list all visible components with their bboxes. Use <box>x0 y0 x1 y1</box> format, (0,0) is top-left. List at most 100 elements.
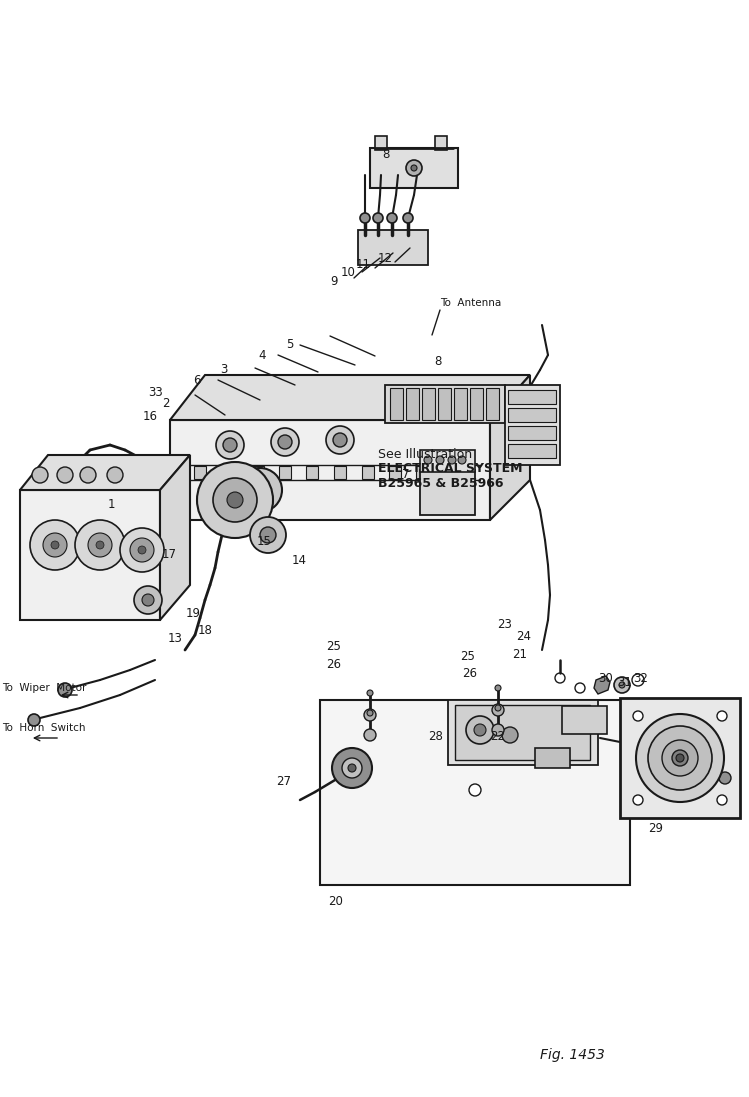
Text: 9: 9 <box>330 275 338 289</box>
Text: 26: 26 <box>462 667 477 680</box>
Bar <box>390 388 403 420</box>
Text: 6: 6 <box>193 374 201 387</box>
Circle shape <box>469 784 481 796</box>
Circle shape <box>717 711 727 721</box>
Polygon shape <box>170 420 490 520</box>
Circle shape <box>474 724 486 736</box>
Circle shape <box>28 714 40 726</box>
Circle shape <box>466 716 494 744</box>
Bar <box>375 136 387 150</box>
Circle shape <box>134 586 162 614</box>
Polygon shape <box>170 375 530 420</box>
Circle shape <box>342 758 362 778</box>
Text: 5: 5 <box>286 338 294 351</box>
Text: 25: 25 <box>326 640 341 653</box>
Circle shape <box>107 467 123 483</box>
Text: 33: 33 <box>148 386 163 399</box>
Bar <box>252 466 264 479</box>
Circle shape <box>676 754 684 762</box>
Circle shape <box>633 711 643 721</box>
Bar <box>334 466 346 479</box>
Text: 4: 4 <box>258 349 265 362</box>
Bar <box>448 700 598 765</box>
Circle shape <box>619 682 625 688</box>
Bar <box>454 388 467 420</box>
Circle shape <box>213 478 257 522</box>
Circle shape <box>662 740 698 776</box>
Polygon shape <box>490 375 530 520</box>
Circle shape <box>348 764 356 772</box>
Bar <box>508 391 556 404</box>
Circle shape <box>30 520 80 570</box>
Circle shape <box>364 709 376 721</box>
Bar <box>224 466 236 479</box>
Text: 31: 31 <box>617 676 632 689</box>
Text: B25965 & B25966: B25965 & B25966 <box>378 477 503 490</box>
Text: 22: 22 <box>490 730 505 743</box>
Circle shape <box>271 428 299 456</box>
Text: To  Horn  Switch: To Horn Switch <box>2 723 85 733</box>
Bar <box>444 466 456 479</box>
Bar <box>279 466 291 479</box>
Circle shape <box>88 533 112 557</box>
Text: 8: 8 <box>382 148 389 161</box>
Circle shape <box>333 433 347 446</box>
Circle shape <box>197 462 273 538</box>
Bar <box>358 230 428 265</box>
Circle shape <box>672 750 688 766</box>
Circle shape <box>387 213 397 223</box>
Bar <box>562 706 607 734</box>
Circle shape <box>636 714 724 802</box>
Bar <box>389 466 401 479</box>
Bar <box>508 426 556 440</box>
Bar <box>420 470 475 514</box>
Circle shape <box>367 710 373 716</box>
Circle shape <box>260 527 276 543</box>
Circle shape <box>719 772 731 784</box>
Circle shape <box>648 726 712 790</box>
Text: 3: 3 <box>220 363 228 376</box>
Circle shape <box>448 456 456 464</box>
Polygon shape <box>160 455 190 620</box>
Bar <box>438 388 451 420</box>
Circle shape <box>32 467 48 483</box>
Circle shape <box>57 467 73 483</box>
Circle shape <box>424 456 432 464</box>
Circle shape <box>717 795 727 805</box>
Text: 29: 29 <box>648 822 663 835</box>
Text: 8: 8 <box>434 355 441 367</box>
Text: To  Wiper  Motor: To Wiper Motor <box>2 683 86 693</box>
Circle shape <box>360 213 370 223</box>
Circle shape <box>492 724 504 736</box>
Circle shape <box>238 468 282 512</box>
Polygon shape <box>20 455 190 490</box>
Circle shape <box>492 704 504 716</box>
Circle shape <box>75 520 125 570</box>
Polygon shape <box>20 490 160 620</box>
Text: 30: 30 <box>598 672 613 685</box>
Bar <box>385 385 505 423</box>
Circle shape <box>692 762 708 778</box>
Circle shape <box>216 431 244 459</box>
Circle shape <box>96 541 104 548</box>
Bar <box>508 408 556 422</box>
Text: 11: 11 <box>356 258 371 271</box>
Text: 19: 19 <box>186 607 201 620</box>
Bar <box>505 385 560 465</box>
Circle shape <box>367 690 373 695</box>
Text: 27: 27 <box>276 774 291 788</box>
Text: 21: 21 <box>512 648 527 661</box>
Text: See Illustration: See Illustration <box>378 448 472 461</box>
Bar <box>420 450 475 472</box>
Bar <box>362 466 374 479</box>
Text: 7: 7 <box>402 468 410 480</box>
Bar <box>486 388 499 420</box>
Text: 13: 13 <box>168 632 183 645</box>
Circle shape <box>406 160 422 176</box>
Text: 2: 2 <box>162 397 169 410</box>
Bar <box>435 136 447 150</box>
Circle shape <box>43 533 67 557</box>
Bar <box>194 466 206 479</box>
Bar <box>620 698 740 818</box>
Bar <box>406 388 419 420</box>
